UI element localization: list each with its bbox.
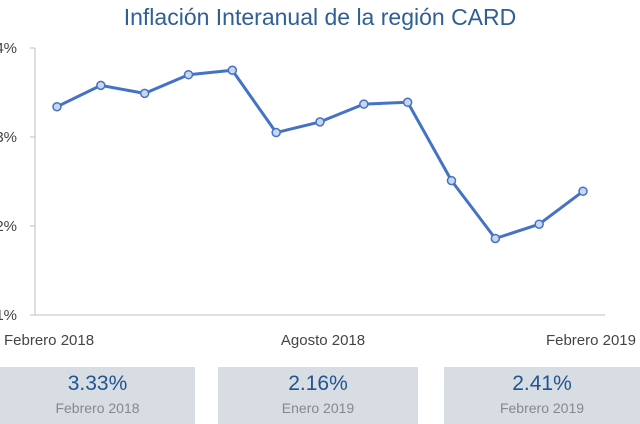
data-point: [534, 219, 544, 229]
summary-card-value: 2.16%: [288, 372, 348, 395]
data-point: [359, 99, 369, 109]
data-point: [52, 101, 62, 112]
summary-cards: 3.33% Febrero 2018 2.16% Enero 2019 2.41…: [0, 367, 640, 424]
chart-title: Inflación Interanual de la región CARD: [123, 4, 517, 30]
data-point: [271, 127, 281, 138]
data-point: [183, 69, 194, 80]
y-tick-label: 1%: [0, 307, 17, 324]
data-point: [139, 88, 150, 99]
summary-card-label: Febrero 2018: [55, 400, 140, 416]
x-tick-label: Agosto 2018: [281, 332, 365, 349]
data-point: [490, 233, 501, 244]
data-point: [578, 186, 588, 197]
data-point: [402, 97, 413, 108]
data-point: [227, 65, 238, 75]
summary-card-value: 3.33%: [67, 372, 128, 395]
x-tick-label: Febrero 2018: [4, 332, 94, 349]
summary-card-label: Febrero 2019: [499, 400, 585, 416]
summary-card-label: Enero 2019: [281, 400, 355, 416]
line-chart: 4% 3% 2% 1% Febrero 2018 Agosto 2018 Febrero 2…: [0, 40, 636, 349]
series-line: [56, 68, 584, 240]
summary-card-2: 2.16% Enero 2019: [218, 367, 418, 424]
data-point: [315, 117, 325, 127]
y-tick-label: 3%: [0, 129, 17, 146]
y-tick-label: 2%: [0, 218, 17, 235]
x-tick-label: Febrero 2019: [546, 332, 636, 349]
summary-card-1: 3.33% Febrero 2018: [0, 367, 195, 424]
summary-card-3: 2.41% Febrero 2019: [444, 367, 640, 424]
summary-card-value: 2.41%: [512, 372, 572, 395]
data-point: [96, 80, 106, 91]
y-tick-label: 4%: [0, 40, 17, 57]
data-point: [446, 175, 457, 186]
